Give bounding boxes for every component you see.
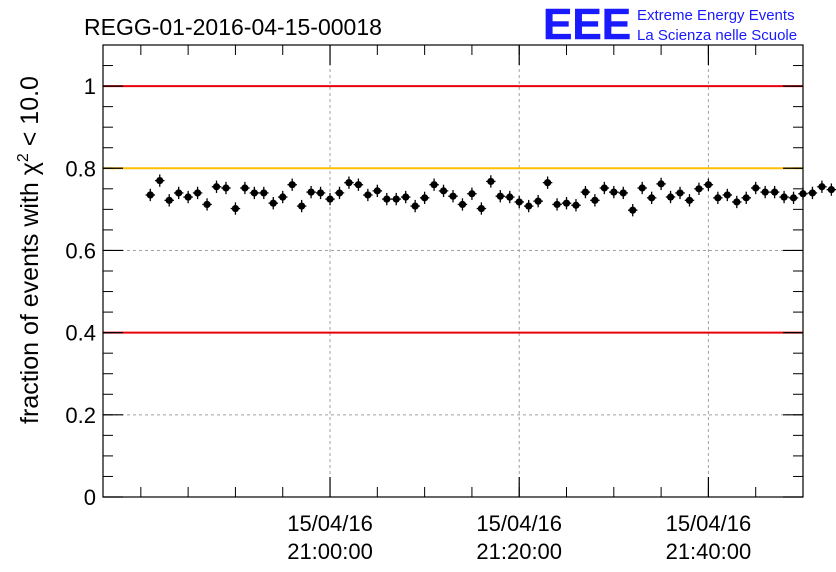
data-point	[808, 189, 817, 197]
data-point	[780, 193, 788, 201]
data-point	[392, 195, 400, 203]
data-point	[439, 187, 448, 195]
y-axis-label-prefix: fraction of events with	[16, 175, 44, 424]
data-point	[572, 201, 580, 209]
data-point	[468, 190, 476, 198]
data-point	[487, 177, 495, 186]
logo-line1: Extreme Energy Events	[637, 7, 795, 24]
data-point	[742, 194, 750, 202]
y-tick-label: 0	[84, 485, 96, 510]
data-point	[506, 193, 514, 201]
y-axis-label-chi: χ	[16, 162, 44, 175]
data-point	[269, 199, 277, 207]
logo-mark: EEE	[543, 0, 631, 49]
data-point	[364, 191, 372, 199]
data-point	[657, 180, 665, 188]
y-tick-label: 1	[84, 74, 96, 99]
data-point	[222, 184, 230, 192]
y-tick-label: 0.6	[65, 238, 96, 263]
data-point	[648, 194, 656, 202]
data-point	[146, 191, 154, 199]
data-point	[525, 202, 533, 210]
data-point	[421, 194, 429, 202]
data-point	[411, 202, 419, 210]
x-tick-label-time: 21:40:00	[666, 539, 752, 564]
data-point	[345, 179, 353, 187]
data-point	[543, 179, 552, 187]
data-point	[600, 184, 608, 192]
y-tick-label: 0.8	[65, 156, 96, 181]
plot-frame	[102, 44, 804, 498]
data-point	[383, 195, 391, 203]
data-point	[165, 196, 173, 204]
data-point	[458, 200, 467, 209]
data-point	[335, 189, 344, 197]
data-point	[638, 184, 646, 192]
plot-area: 0 0.2 0.4 0.6 0.8 1 15/04/16 21:00:00 15/04/16 21…	[65, 44, 836, 564]
x-tick-label-time: 21:00:00	[287, 539, 373, 564]
chart-title: REGG-01-2016-04-15-00018	[84, 14, 382, 40]
logo-line2: La Scienza nelle Scuole	[637, 27, 797, 44]
data-point	[496, 192, 504, 200]
data-point	[666, 193, 675, 201]
x-tick-label-date: 15/04/16	[476, 511, 562, 536]
data-point	[799, 190, 807, 198]
data-point	[279, 193, 287, 201]
data-point	[676, 189, 684, 197]
data-point	[288, 181, 296, 189]
data-point	[184, 193, 192, 201]
data-point	[733, 198, 741, 206]
data-point	[250, 189, 258, 197]
data-point	[477, 204, 485, 213]
x-tick-label-time: 21:20:00	[476, 539, 562, 564]
x-tick-label-date: 15/04/16	[287, 511, 373, 536]
x-tick-label-date: 15/04/16	[666, 511, 752, 536]
data-point	[610, 188, 618, 196]
y-tick-label: 0.2	[65, 403, 96, 428]
data-point	[562, 199, 571, 207]
data-point	[553, 200, 561, 209]
data-point	[789, 194, 798, 202]
data-point	[298, 202, 306, 210]
data-point	[430, 181, 438, 189]
data-point	[402, 193, 410, 201]
data-point	[175, 189, 183, 197]
data-point	[260, 189, 268, 197]
data-point	[619, 189, 627, 197]
data-point	[761, 188, 769, 196]
data-point	[316, 189, 325, 197]
data-point	[326, 195, 334, 203]
data-point	[241, 184, 249, 192]
data-point	[515, 198, 523, 206]
data-point	[714, 194, 722, 202]
data-point	[354, 181, 363, 189]
data-point	[771, 188, 779, 196]
data-point	[212, 183, 221, 191]
data-point	[827, 186, 835, 194]
data-point	[629, 206, 637, 214]
data-point	[449, 192, 457, 200]
data-point	[307, 188, 315, 196]
data-point	[685, 196, 694, 204]
data-point	[193, 189, 202, 197]
y-axis-label: fraction of events with χ2 < 10.0	[15, 76, 44, 424]
data-point	[203, 200, 211, 209]
data-point	[752, 184, 760, 192]
y-axis-label-exp: 2	[15, 153, 32, 162]
data-point	[581, 188, 590, 196]
data-point	[695, 185, 703, 193]
data-point	[723, 191, 731, 199]
data-point	[231, 204, 240, 213]
eee-logo: EEE Extreme Energy Events La Scienza nel…	[543, 0, 797, 49]
data-point	[818, 183, 826, 191]
data-point	[534, 197, 542, 205]
y-tick-label: 0.4	[65, 321, 96, 346]
data-point	[156, 177, 164, 185]
y-axis-label-suffix: < 10.0	[16, 76, 44, 153]
data-point	[704, 181, 713, 189]
data-point	[373, 187, 381, 195]
data-point	[591, 196, 599, 204]
